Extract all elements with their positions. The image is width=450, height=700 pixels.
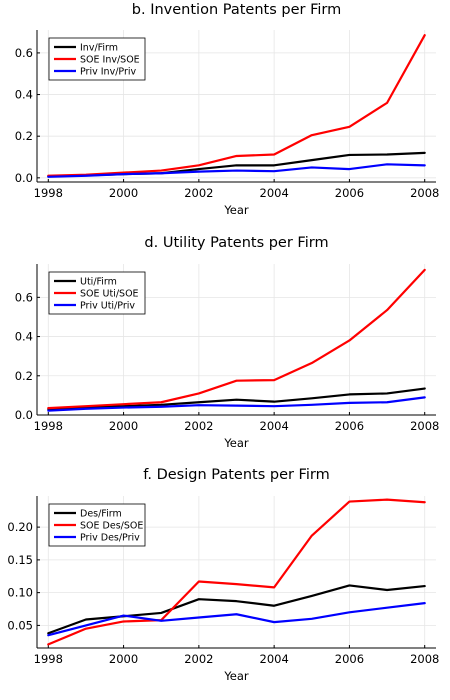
y-tick-label: 0.0 <box>15 171 33 185</box>
series-line-soe-uti-soe <box>47 268 426 410</box>
series-line-priv-inv-priv <box>47 163 426 178</box>
y-tick-label: 0.15 <box>7 553 33 567</box>
y-tick-label: 0.2 <box>15 369 33 383</box>
y-tick-label: 0.6 <box>15 290 33 304</box>
y-tick-label: 0.10 <box>7 586 33 600</box>
legend-label: SOE Uti/SOE <box>80 289 139 300</box>
x-tick-label: 2006 <box>335 652 364 666</box>
chart-panel-1: b. Invention Patents per Firm 1998 2000 200… <box>15 2 440 217</box>
legend-label: SOE Inv/SOE <box>80 55 140 66</box>
x-tick-label: 2004 <box>260 186 289 200</box>
x-tick-label: 2006 <box>335 186 364 200</box>
x-axis-label: Year <box>223 669 249 683</box>
y-tick-label: 0.05 <box>7 618 33 632</box>
chart-panel-3: f. Design Patents per Firm 1998 2000 2002 20… <box>7 467 439 683</box>
legend-label: Uti/Firm <box>80 277 117 288</box>
x-tick-label: 2008 <box>410 652 439 666</box>
legend-label: Priv Inv/Priv <box>80 67 137 78</box>
series-line-soe-inv-soe <box>47 34 426 177</box>
legend-label: SOE Des/SOE <box>80 521 143 532</box>
y-tick-label: 0.4 <box>15 330 33 344</box>
y-tick-label: 0.20 <box>7 520 33 534</box>
x-tick-label: 2008 <box>410 419 439 433</box>
series-line-priv-des-priv <box>47 602 426 637</box>
chart-title: b. Invention Patents per Firm <box>132 2 341 18</box>
x-tick-label: 2000 <box>109 419 138 433</box>
x-tick-label: 2004 <box>260 652 289 666</box>
x-tick-label: 2008 <box>410 186 439 200</box>
y-tick-label: 0.4 <box>15 88 33 102</box>
legend-label: Inv/Firm <box>80 43 118 54</box>
x-tick-label: 2002 <box>184 419 213 433</box>
series-line-priv-uti-priv <box>47 396 426 412</box>
series-line-soe-des-soe <box>47 498 426 646</box>
x-tick-label: 2002 <box>184 652 213 666</box>
x-tick-label: 2000 <box>109 186 138 200</box>
series-line-des-firm <box>47 584 426 635</box>
x-tick-label: 2004 <box>260 419 289 433</box>
chart-title: d. Utility Patents per Firm <box>144 235 328 251</box>
y-tick-label: 0.0 <box>15 408 33 422</box>
chart-title: f. Design Patents per Firm <box>143 467 329 483</box>
x-tick-label: 1998 <box>34 419 63 433</box>
y-tick-label: 0.2 <box>15 129 33 143</box>
x-axis-label: Year <box>223 436 249 450</box>
y-tick-label: 0.6 <box>15 46 33 60</box>
chart-panel-2: d. Utility Patents per Firm 1998 2000 2002 2… <box>15 235 440 450</box>
x-tick-label: 2006 <box>335 419 364 433</box>
legend-label: Priv Uti/Priv <box>80 301 135 312</box>
x-axis-label: Year <box>223 203 249 217</box>
series-line-uti-firm <box>47 387 426 411</box>
x-tick-label: 2000 <box>109 652 138 666</box>
x-tick-label: 2002 <box>184 186 213 200</box>
legend-label: Des/Firm <box>80 509 122 520</box>
x-tick-label: 1998 <box>34 652 63 666</box>
x-tick-label: 1998 <box>34 186 63 200</box>
legend-label: Priv Des/Priv <box>80 533 140 544</box>
